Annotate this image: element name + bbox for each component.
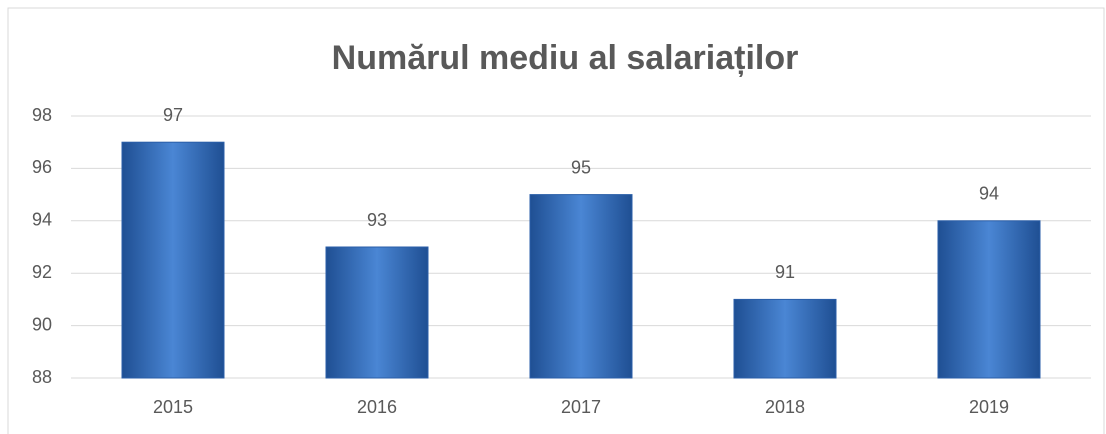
x-tick-label: 2017 xyxy=(561,397,601,417)
x-tick-label: 2016 xyxy=(357,397,397,417)
x-tick-label: 2015 xyxy=(153,397,193,417)
y-tick-label: 88 xyxy=(32,367,52,387)
y-tick-label: 92 xyxy=(32,262,52,282)
bar xyxy=(733,298,837,379)
data-label: 93 xyxy=(367,210,387,230)
bar xyxy=(121,141,225,379)
y-tick-label: 94 xyxy=(32,210,52,230)
y-tick-label: 96 xyxy=(32,157,52,177)
bar xyxy=(325,246,429,379)
data-label: 94 xyxy=(979,184,999,204)
bar xyxy=(937,220,1041,379)
x-tick-label: 2018 xyxy=(765,397,805,417)
data-label: 91 xyxy=(775,262,795,282)
data-label: 97 xyxy=(163,105,183,125)
data-label: 95 xyxy=(571,157,591,177)
chart-border xyxy=(7,7,1105,434)
bar xyxy=(529,194,633,379)
y-tick-label: 98 xyxy=(32,105,52,125)
chart-title: Numărul mediu al salariaților xyxy=(332,39,799,77)
y-tick-label: 90 xyxy=(32,314,52,334)
x-tick-label: 2019 xyxy=(969,397,1009,417)
